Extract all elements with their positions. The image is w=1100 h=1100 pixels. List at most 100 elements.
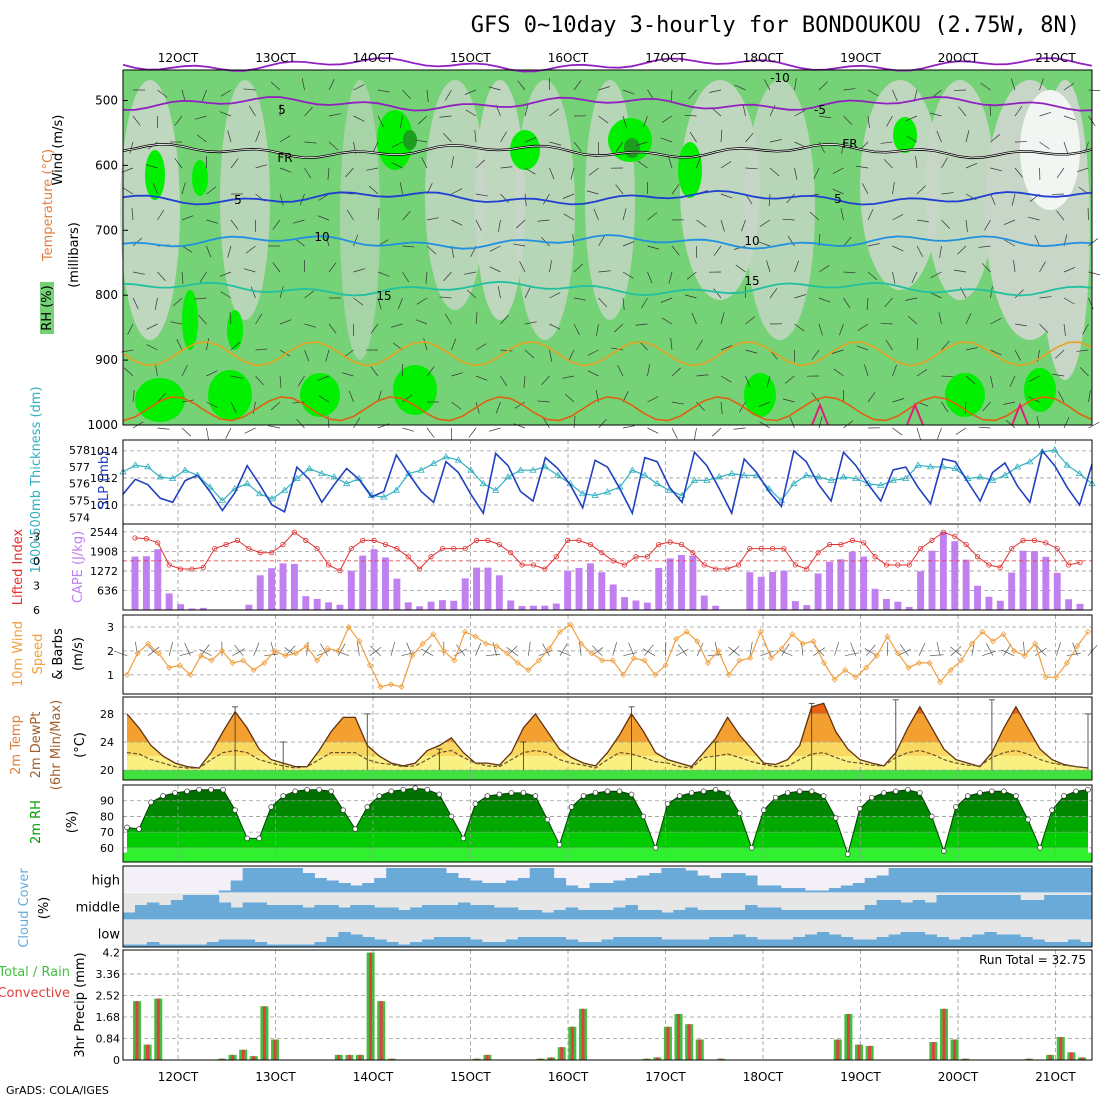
cloud-bar [1080, 942, 1093, 947]
cloud-bar [924, 902, 937, 920]
wind-barb [549, 292, 561, 299]
rh-tick-70: 70 [100, 826, 114, 839]
wind-barb-10m [714, 642, 719, 656]
cloud-bar [1032, 900, 1045, 920]
cape-bar [974, 585, 981, 610]
wind-barb [906, 135, 918, 143]
lifted-index-point [986, 562, 992, 568]
wind-barb [500, 193, 509, 204]
cloud-bar [302, 944, 315, 947]
wind-barb-10m [401, 651, 416, 657]
wind-barb [294, 238, 305, 247]
rh-point [808, 788, 815, 795]
wind-barb [244, 427, 256, 434]
wind-barb [735, 264, 746, 273]
cloud-bar [948, 868, 961, 893]
wind-barb [905, 297, 918, 301]
wind-speed-point [472, 633, 479, 640]
cape-bar [1030, 551, 1038, 610]
wind-speed-point [979, 628, 986, 635]
cloud-bar [900, 868, 914, 893]
cloud-bar [254, 868, 268, 893]
wind-barb [296, 418, 305, 429]
cloud-bar [912, 868, 926, 893]
x-tick-top-17OCT: 17OCT [645, 51, 686, 65]
cloud-bar [625, 878, 638, 893]
wind-barb [157, 89, 168, 98]
wind-barb-10m [1066, 652, 1081, 657]
thickness-point [529, 466, 537, 473]
wind-speed-point [1074, 643, 1081, 650]
isotherm-line-hot [906, 402, 924, 426]
rh-point [532, 793, 539, 799]
cloud-bar [589, 942, 603, 947]
cloud-bar [218, 902, 232, 920]
wind-barb [573, 416, 576, 429]
wind-barb [523, 375, 526, 388]
thickness-point [454, 456, 463, 463]
wind-barb-10m [253, 642, 260, 656]
cloud-bar [278, 868, 291, 893]
cape-bar [188, 608, 196, 610]
cloud-bar [170, 944, 184, 947]
wind-barb-10m [198, 648, 212, 657]
wind-barb [513, 423, 526, 429]
wind-speed-point [377, 683, 384, 690]
cloud-bar [876, 937, 890, 947]
rh-high-region [145, 150, 165, 200]
x-tick-top-16OCT: 16OCT [548, 51, 589, 65]
slp-tick-1014: 1014 [90, 445, 118, 458]
cloud-bar [386, 942, 399, 947]
wind-barb [572, 234, 575, 247]
wind-barb [370, 366, 379, 377]
wind-barb-10m [1003, 643, 1012, 656]
wind-barb [1052, 373, 1065, 377]
wind-barb [1039, 78, 1044, 91]
wind-barb [1039, 323, 1049, 333]
cloud-bar [828, 888, 842, 893]
wind-barb [155, 364, 158, 377]
lifted-index-point [974, 554, 981, 560]
cloud-bar [709, 910, 722, 920]
precip-convective-bar [358, 1054, 362, 1060]
wind-barb [317, 375, 330, 381]
lifted-index-point [439, 545, 446, 552]
lifted-index-point [861, 540, 867, 546]
cape-bar [894, 601, 902, 610]
upper-air-panel: -10 5 FR 5 10 15 -5 FR 5 10 15 500 600 700 800 900 1000 W… [40, 57, 1100, 440]
wind-barb [353, 417, 361, 429]
wind-barb [524, 193, 527, 206]
wind-speed-point [1084, 628, 1092, 635]
lifted-index-point [872, 554, 878, 560]
wind-barb [157, 271, 166, 282]
wind-barb [451, 401, 462, 410]
cloud-bar [816, 932, 830, 947]
wind-barb [1063, 416, 1070, 429]
slp-tick-1012: 1012 [90, 472, 118, 485]
cloud-bar [1068, 939, 1081, 947]
wind-barb-10m [234, 644, 244, 656]
rh-point [796, 788, 803, 795]
cloud-bar [553, 937, 567, 947]
thickness-point [1075, 469, 1084, 476]
wind-barb-10m [628, 642, 635, 656]
rh-point [568, 804, 575, 810]
wind-barb [794, 294, 807, 299]
wind-barb-10m [492, 642, 497, 656]
wind-barb [465, 109, 477, 117]
wind-barb [225, 427, 232, 439]
cloud-bar [780, 910, 794, 920]
wind-barb [426, 366, 435, 377]
thickness-tick-574: 574 [69, 511, 90, 524]
cloud-bar [302, 873, 315, 893]
lifted-index-axis-label: Lifted Index [11, 528, 26, 605]
rh-point [784, 790, 791, 796]
cloud-bar [936, 937, 949, 947]
wind-barb [377, 89, 390, 93]
cape-bar [791, 601, 799, 610]
cloud-row-label-low: low [98, 928, 121, 943]
wind-barb [549, 141, 562, 146]
wind-barb [818, 265, 830, 273]
cloud-bar [721, 873, 734, 893]
